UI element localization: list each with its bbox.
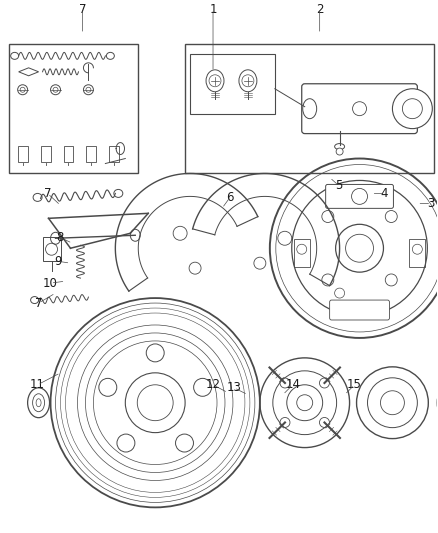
- Ellipse shape: [106, 52, 114, 59]
- Text: 13: 13: [226, 381, 241, 394]
- FancyBboxPatch shape: [325, 184, 393, 208]
- Bar: [294, 239, 310, 267]
- Bar: [110, 146, 119, 161]
- Ellipse shape: [11, 52, 19, 59]
- Text: 7: 7: [44, 187, 51, 200]
- Text: 7: 7: [35, 296, 42, 310]
- Text: 5: 5: [335, 179, 343, 192]
- Ellipse shape: [130, 229, 140, 241]
- Ellipse shape: [50, 232, 60, 244]
- Circle shape: [403, 99, 422, 119]
- Bar: [41, 146, 50, 161]
- FancyBboxPatch shape: [302, 84, 417, 134]
- Ellipse shape: [31, 296, 39, 304]
- Circle shape: [209, 75, 221, 87]
- Ellipse shape: [239, 70, 257, 92]
- Circle shape: [242, 75, 254, 87]
- Text: 7: 7: [79, 3, 86, 15]
- Bar: [64, 146, 74, 161]
- Circle shape: [353, 102, 367, 116]
- Text: 15: 15: [347, 378, 362, 391]
- Ellipse shape: [335, 143, 345, 150]
- Ellipse shape: [33, 193, 42, 201]
- Ellipse shape: [303, 99, 317, 119]
- FancyBboxPatch shape: [330, 300, 389, 320]
- Text: 6: 6: [226, 191, 234, 204]
- Bar: [18, 146, 28, 161]
- Text: 4: 4: [381, 187, 388, 200]
- Text: 1: 1: [209, 3, 217, 15]
- Bar: [185, 44, 434, 173]
- Text: 8: 8: [56, 231, 63, 244]
- Text: 3: 3: [427, 197, 435, 210]
- Text: 11: 11: [30, 378, 45, 391]
- Bar: [410, 239, 425, 267]
- Ellipse shape: [206, 70, 224, 92]
- Text: 9: 9: [54, 255, 61, 268]
- Bar: [9, 44, 138, 173]
- Bar: [42, 237, 60, 261]
- Ellipse shape: [114, 189, 123, 197]
- Circle shape: [392, 89, 432, 128]
- Text: 10: 10: [43, 277, 58, 289]
- Circle shape: [336, 148, 343, 155]
- Bar: [86, 146, 96, 161]
- Text: 2: 2: [316, 3, 323, 15]
- Bar: [190, 54, 275, 114]
- Text: 12: 12: [205, 378, 220, 391]
- Text: 14: 14: [285, 378, 300, 391]
